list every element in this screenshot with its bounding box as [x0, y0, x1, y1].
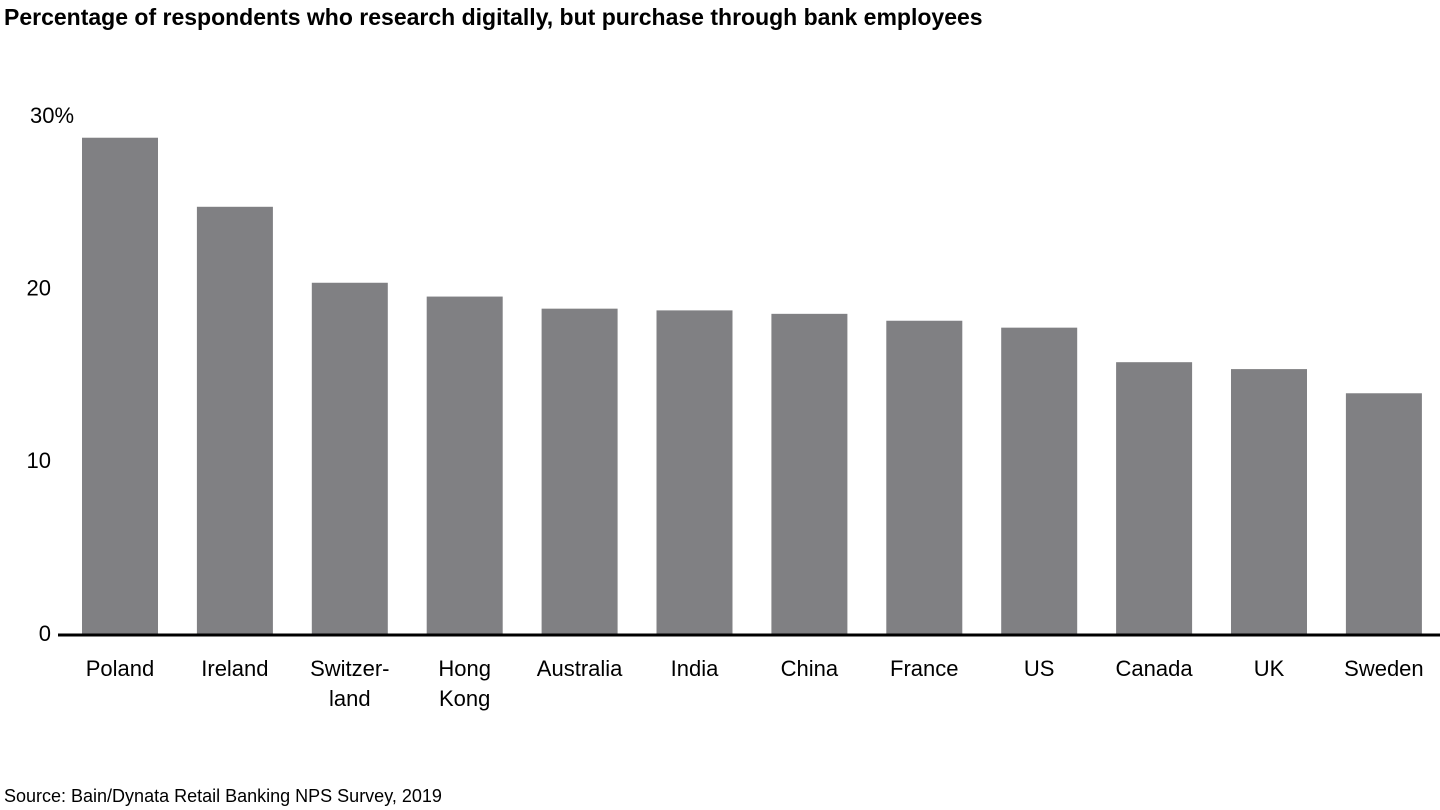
x-tick-label: Sweden — [1344, 656, 1424, 681]
bar — [311, 282, 388, 635]
x-tick-label: land — [329, 686, 371, 711]
y-tick-label: 20 — [27, 275, 51, 300]
bar — [1001, 327, 1078, 635]
x-tick-label: China — [781, 656, 839, 681]
y-tick-label: 30% — [30, 103, 74, 128]
x-tick-label: UK — [1254, 656, 1285, 681]
bar — [1116, 362, 1193, 635]
bar — [541, 308, 618, 635]
y-tick-label: 0 — [39, 621, 51, 646]
x-tick-label: Ireland — [201, 656, 268, 681]
bar — [196, 206, 273, 635]
x-tick-label: France — [890, 656, 958, 681]
x-tick-label: India — [671, 656, 719, 681]
chart-title: Percentage of respondents who research d… — [4, 4, 983, 30]
bar — [656, 310, 733, 635]
x-tick-label: Poland — [86, 656, 155, 681]
x-tick-label: Switzer- — [310, 656, 389, 681]
x-tick-label: Australia — [537, 656, 623, 681]
bar — [1231, 369, 1307, 635]
bar — [1345, 393, 1422, 635]
x-tick-label: Hong — [438, 656, 491, 681]
bar — [771, 313, 848, 635]
bar — [426, 296, 503, 635]
y-tick-label: 10 — [27, 448, 51, 473]
bar — [82, 137, 158, 635]
x-tick-label: US — [1024, 656, 1055, 681]
x-tick-label: Kong — [439, 686, 490, 711]
source-note: Source: Bain/Dynata Retail Banking NPS S… — [4, 786, 442, 806]
bar — [886, 320, 963, 635]
x-tick-label: Canada — [1116, 656, 1194, 681]
